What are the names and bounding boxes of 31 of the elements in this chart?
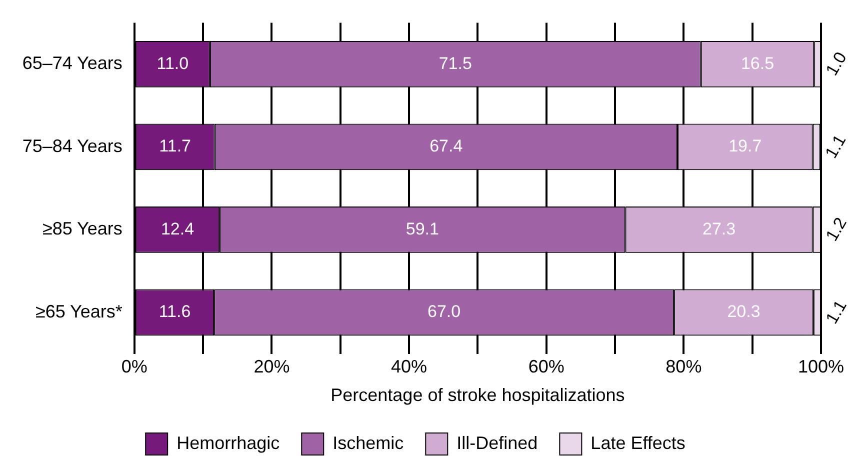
data-label: 11.7 [159, 136, 192, 156]
x-tick-label: 60% [528, 356, 564, 377]
data-label: 20.3 [727, 302, 760, 322]
x-tick-label: 40% [391, 356, 428, 377]
legend-label: Late Effects [590, 432, 686, 453]
legend-label: Ill-Defined [456, 432, 538, 453]
x-tick-label: 0% [121, 356, 148, 377]
data-label: 1.1 [822, 297, 850, 328]
data-label: 67.4 [430, 136, 463, 156]
data-label: 19.7 [728, 136, 762, 156]
data-label: 11.6 [158, 302, 191, 322]
y-tick-label: 75–84 Years [22, 136, 122, 156]
legend-label: Ischemic [332, 432, 404, 453]
x-tick-label: 20% [254, 356, 290, 377]
data-label: 1.0 [822, 48, 850, 79]
x-tick-label: 80% [666, 356, 702, 377]
data-label: 11.0 [156, 54, 189, 73]
data-label: 59.1 [406, 219, 439, 238]
y-tick-label: 65–74 Years [22, 53, 122, 74]
data-label: 67.0 [428, 302, 461, 322]
data-label: 27.3 [702, 219, 736, 238]
data-label: 71.5 [438, 54, 472, 73]
y-tick-label: ≥85 Years [42, 218, 122, 239]
data-label: 16.5 [740, 54, 774, 73]
data-label: 1.2 [822, 214, 850, 244]
x-axis-title: Percentage of stroke hospitalizations [330, 385, 625, 406]
data-label: 12.4 [160, 219, 194, 238]
x-tick-label: 100% [798, 356, 844, 377]
y-tick-label: ≥65 Years* [35, 301, 122, 322]
data-label: 1.1 [821, 132, 850, 162]
legend-label: Hemorrhagic [176, 432, 280, 453]
